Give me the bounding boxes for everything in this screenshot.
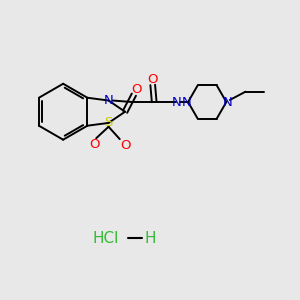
- Text: N: N: [104, 94, 113, 107]
- Text: N: N: [171, 95, 181, 109]
- Text: O: O: [120, 139, 130, 152]
- Text: H: H: [144, 231, 156, 246]
- Text: O: O: [132, 83, 142, 96]
- Text: N: N: [223, 95, 233, 109]
- Text: O: O: [148, 73, 158, 85]
- Text: S: S: [104, 116, 113, 129]
- Text: HCl: HCl: [93, 231, 119, 246]
- Text: O: O: [89, 138, 100, 151]
- Text: N: N: [182, 95, 191, 109]
